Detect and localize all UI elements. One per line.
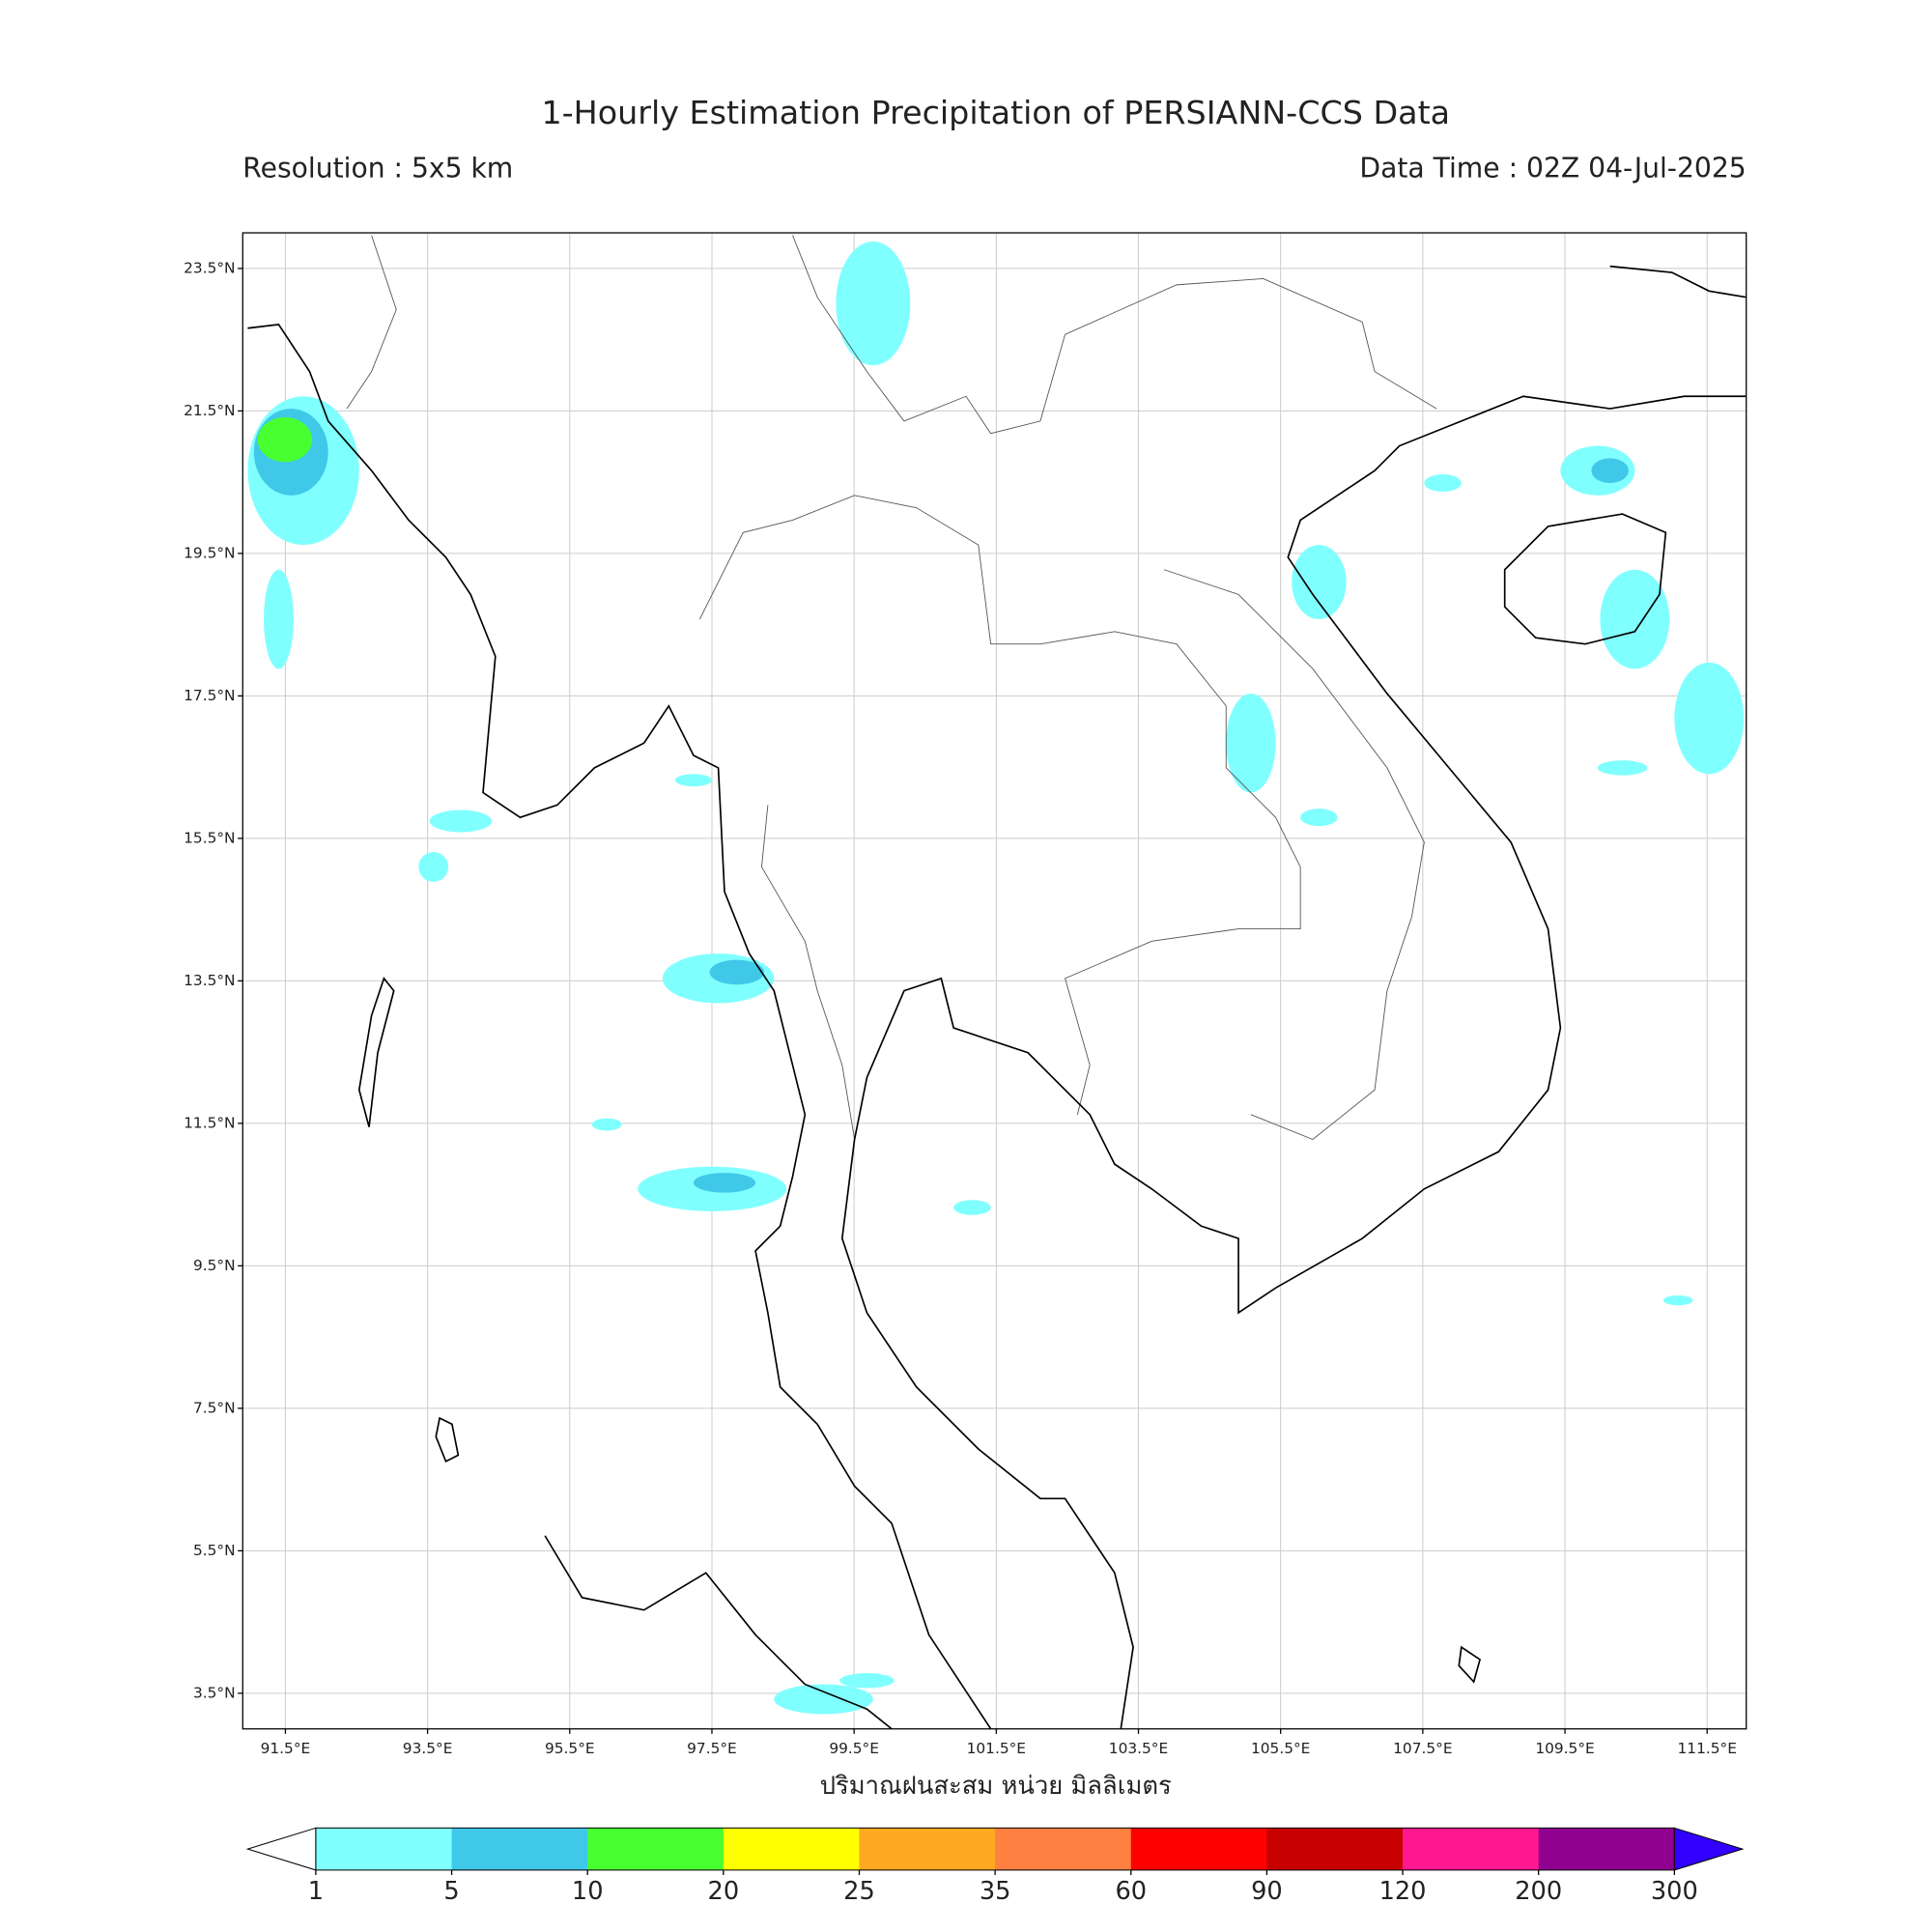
colorbar-tick-label: 200: [1515, 1877, 1562, 1906]
x-tick-label: 109.5°E: [1535, 1740, 1594, 1757]
colorbar-tick-label: 35: [980, 1877, 1011, 1906]
rain: [247, 242, 1745, 1715]
colorbar-label: ปริมาณฝนสะสม หน่วย มิลลิเมตร: [820, 1772, 1172, 1801]
colorbar-segment: [1538, 1828, 1675, 1870]
colorbar-segment: [859, 1828, 996, 1870]
colorbar-segment: [1266, 1828, 1404, 1870]
x-tick-label: 97.5°E: [687, 1740, 737, 1757]
colorbar-tick-label: 5: [443, 1877, 459, 1906]
data-time: Data Time : 02Z 04-Jul-2025: [1359, 152, 1746, 184]
colorbar-tick-label: 10: [572, 1877, 604, 1906]
x-tick-label: 101.5°E: [967, 1740, 1026, 1757]
colorbar-tick-label: 90: [1251, 1877, 1283, 1906]
y-tick-label: 21.5°N: [184, 402, 235, 419]
y-tick-label: 13.5°N: [184, 972, 235, 989]
x-tick-label: 103.5°E: [1109, 1740, 1168, 1757]
colorbar-tick-label: 25: [843, 1877, 875, 1906]
colorbar-segment: [1403, 1828, 1540, 1870]
y-tick-label: 17.5°N: [184, 687, 235, 704]
x-tick-label: 93.5°E: [403, 1740, 453, 1757]
map-content: [247, 235, 1747, 1729]
colorbar-tick-label: 60: [1115, 1877, 1147, 1906]
title: 1-Hourly Estimation Precipitation of PER…: [541, 94, 1450, 131]
x-tick-label: 107.5°E: [1393, 1740, 1452, 1757]
grid: 91.5°E 93.5°E 95.5°E 97.5°E 99.5°E 101.5°E 103…: [184, 233, 1747, 1757]
colorbar-segment: [315, 1828, 453, 1870]
x-tick-label: 105.5°E: [1251, 1740, 1310, 1757]
x-tick-label: 111.5°E: [1678, 1740, 1737, 1757]
y-tick-label: 23.5°N: [184, 259, 235, 276]
x-tick-label: 99.5°E: [829, 1740, 879, 1757]
colorbar-over: [1673, 1827, 1745, 1871]
map-frame: [242, 232, 1747, 1730]
coastlines: [247, 265, 1747, 1729]
borders: [346, 235, 1437, 1141]
y-tick-label: 7.5°N: [193, 1399, 236, 1416]
colorbar-tick-label: 300: [1651, 1877, 1698, 1906]
y-tick-label: 5.5°N: [193, 1542, 236, 1559]
colorbar-segment: [451, 1828, 588, 1870]
colorbar-segment: [1130, 1828, 1268, 1870]
colorbar-tick-label: 20: [708, 1877, 740, 1906]
y-tick-label: 9.5°N: [193, 1257, 236, 1274]
y-tick-label: 15.5°N: [184, 829, 235, 846]
map: 91.5°E 93.5°E 95.5°E 97.5°E 99.5°E 101.5°E 103…: [184, 232, 1747, 1757]
colorbar: 1 5 10 20 25 35 60 90 120 200 300: [245, 1827, 1745, 1906]
colorbar-segment: [723, 1828, 861, 1870]
colorbar-tick-label: 1: [308, 1877, 324, 1906]
resolution: Resolution : 5x5 km: [242, 152, 513, 184]
x-tick-label: 95.5°E: [545, 1740, 595, 1757]
colorbar-tick-label: 120: [1379, 1877, 1427, 1906]
x-tick-label: 91.5°E: [261, 1740, 311, 1757]
y-tick-label: 11.5°N: [184, 1114, 235, 1131]
colorbar-segment: [587, 1828, 724, 1870]
colorbar-segment: [995, 1828, 1132, 1870]
y-tick-label: 3.5°N: [193, 1684, 236, 1701]
y-tick-label: 19.5°N: [184, 544, 235, 561]
colorbar-under: [245, 1827, 317, 1871]
